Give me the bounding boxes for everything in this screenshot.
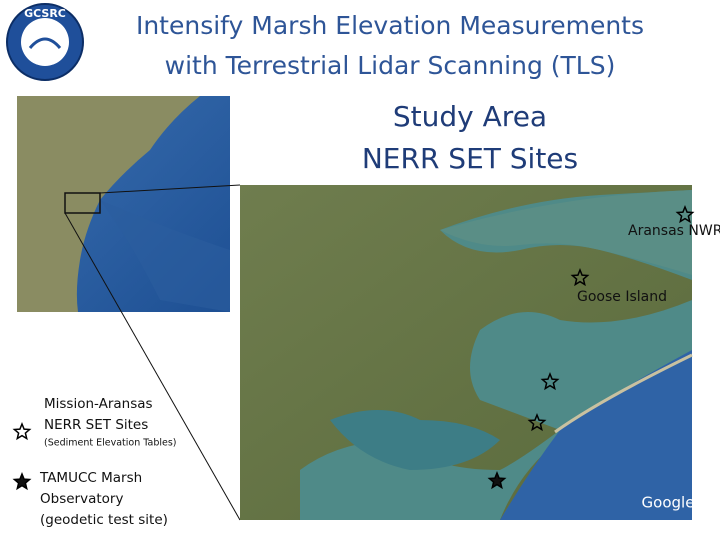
main-map: [240, 185, 693, 520]
legend-line: (geodetic test site): [40, 512, 168, 528]
inset-map: [17, 96, 230, 312]
site-label: Aransas NWR: [628, 223, 720, 239]
site-star: [675, 205, 695, 224]
heading-line: NERR SET Sites: [362, 142, 578, 175]
site-star: [487, 471, 507, 490]
heading-line: Study Area: [393, 100, 547, 133]
title-line: with Terrestrial Lidar Scanning (TLS): [165, 51, 616, 80]
zoom-line: [64, 212, 241, 521]
title-line: Intensify Marsh Elevation Measurements: [136, 11, 644, 40]
legend-line: TAMUCC Marsh: [39, 470, 142, 486]
legend-line: Observatory: [40, 491, 123, 507]
zoom-line: [99, 184, 241, 194]
legend-line: Mission-Aransas: [44, 396, 153, 412]
map-attribution: Google: [642, 494, 695, 512]
site-star: [527, 413, 547, 432]
logo: GCSRC: [6, 3, 84, 81]
legend-note: (Sediment Elevation Tables): [44, 438, 177, 449]
site-star: [570, 268, 590, 287]
site-star: [540, 372, 560, 391]
legend-line: NERR SET Sites: [44, 417, 148, 433]
site-star: [12, 422, 32, 441]
site-star: [12, 472, 32, 491]
stars: [12, 205, 695, 491]
site-label: Goose Island: [577, 289, 667, 305]
logo-text: GCSRC: [24, 7, 66, 20]
